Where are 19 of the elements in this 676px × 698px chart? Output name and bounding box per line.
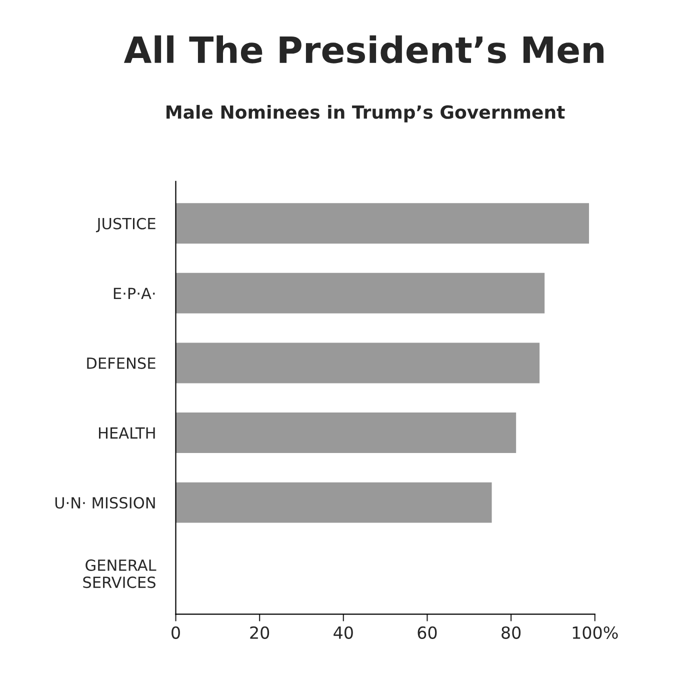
y-tick-label: U·N· MISSION: [55, 497, 155, 509]
y-tick-label: DEFENSE: [87, 357, 156, 369]
x-tick-label: 100%: [572, 626, 618, 639]
chart-subtitle: Male Nominees in Trump’s Government: [166, 104, 565, 122]
x-tick-label: 60: [418, 626, 437, 639]
x-tick-label: 80: [502, 626, 521, 639]
x-tick-label: 20: [250, 626, 270, 639]
bar: [176, 342, 540, 384]
bar: [176, 482, 492, 523]
y-tick-label: E·P·A·: [114, 288, 155, 299]
bar: [176, 412, 516, 453]
x-tick-label: 0: [172, 626, 180, 639]
y-tick-label: JUSTICE: [96, 218, 156, 232]
chart-title: All The President’s Men: [124, 35, 604, 64]
x-tick-label: 40: [334, 626, 353, 639]
y-tick-label: HEALTH: [98, 427, 155, 439]
bar: [176, 272, 545, 314]
y-tick-label: GENERAL SERVICES: [83, 559, 156, 588]
bar: [176, 203, 590, 244]
